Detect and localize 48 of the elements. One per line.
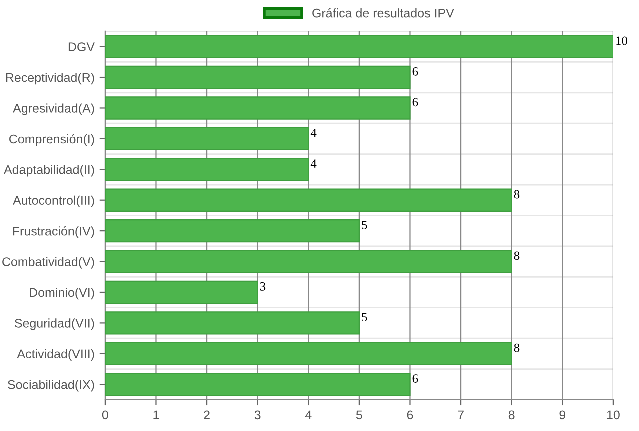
x-tick-label: 10 — [607, 410, 620, 420]
bar — [105, 250, 512, 274]
data-label: 8 — [514, 190, 520, 199]
data-label: 6 — [412, 67, 418, 76]
x-tick-label: 5 — [356, 410, 362, 420]
data-label: 5 — [362, 221, 368, 230]
x-tick-label: 8 — [508, 410, 515, 420]
y-tick-label: Seguridad(VII) — [14, 318, 94, 330]
data-label: 8 — [514, 252, 520, 260]
y-tick-label: DGV — [68, 42, 95, 52]
bar — [105, 219, 360, 243]
x-tick-label: 4 — [305, 410, 312, 420]
x-tick-label: 6 — [407, 410, 414, 420]
data-label: 6 — [412, 374, 418, 383]
bar — [105, 280, 258, 304]
data-label: 4 — [310, 128, 317, 138]
data-label: 4 — [310, 160, 317, 168]
bar — [105, 188, 512, 212]
y-tick-label: Combatividad(V) — [2, 257, 94, 269]
bar — [105, 35, 614, 58]
x-tick-label: 7 — [458, 410, 464, 420]
x-tick-label: 9 — [560, 410, 566, 420]
y-tick-label: Dominio(VI) — [30, 288, 94, 300]
bar — [105, 96, 411, 120]
y-tick-label: Receptividad(R) — [6, 72, 94, 85]
y-tick-label: Agresividad(A) — [13, 104, 94, 116]
x-tick-label: 0 — [102, 410, 108, 420]
data-label: 3 — [260, 282, 266, 291]
data-label: 5 — [362, 313, 368, 322]
x-tick-label: 3 — [254, 410, 261, 420]
x-tick-label: 1 — [154, 410, 160, 420]
y-tick-label: Frustración(IV) — [13, 226, 94, 238]
y-tick-label: Comprensión(I) — [10, 134, 94, 146]
data-label: 10 — [616, 36, 628, 46]
y-tick-label: Actividad(VIII) — [17, 349, 94, 362]
data-label: 6 — [412, 98, 418, 107]
bar — [105, 158, 310, 182]
bar — [105, 342, 512, 366]
y-tick-label: Sociabilidad(IX) — [8, 380, 94, 392]
y-tick-label: Adaptabilidad(II) — [4, 165, 94, 177]
bar — [105, 66, 411, 90]
bar — [105, 127, 310, 151]
bar — [105, 312, 360, 335]
legend-label: Gráfica de resultados IPV — [312, 8, 454, 18]
y-tick-label: Autocontrol(III) — [13, 196, 94, 208]
x-tick-label: 2 — [204, 410, 210, 420]
data-label: 8 — [514, 344, 520, 352]
bar — [105, 373, 411, 396]
